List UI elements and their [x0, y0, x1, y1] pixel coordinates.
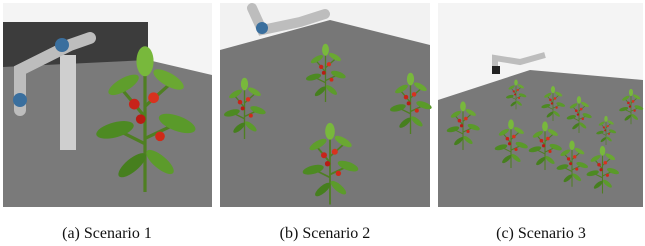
robot-base — [492, 66, 500, 74]
caption: (a) Scenario 1 — [62, 225, 152, 242]
robot-joint — [256, 22, 268, 34]
robot-joint — [13, 93, 27, 107]
caption: (b) Scenario 2 — [280, 225, 371, 242]
panel-b — [220, 3, 433, 207]
page: (a) Scenario 1 (b) Scenario 2 (c) Scenar… — [0, 0, 645, 246]
pillar — [60, 55, 76, 150]
panel-a — [3, 3, 212, 207]
caption: (c) Scenario 3 — [496, 225, 586, 242]
robot-joint — [55, 38, 69, 52]
panel-c — [438, 3, 644, 207]
figure: (a) Scenario 1 (b) Scenario 2 (c) Scenar… — [0, 0, 645, 246]
